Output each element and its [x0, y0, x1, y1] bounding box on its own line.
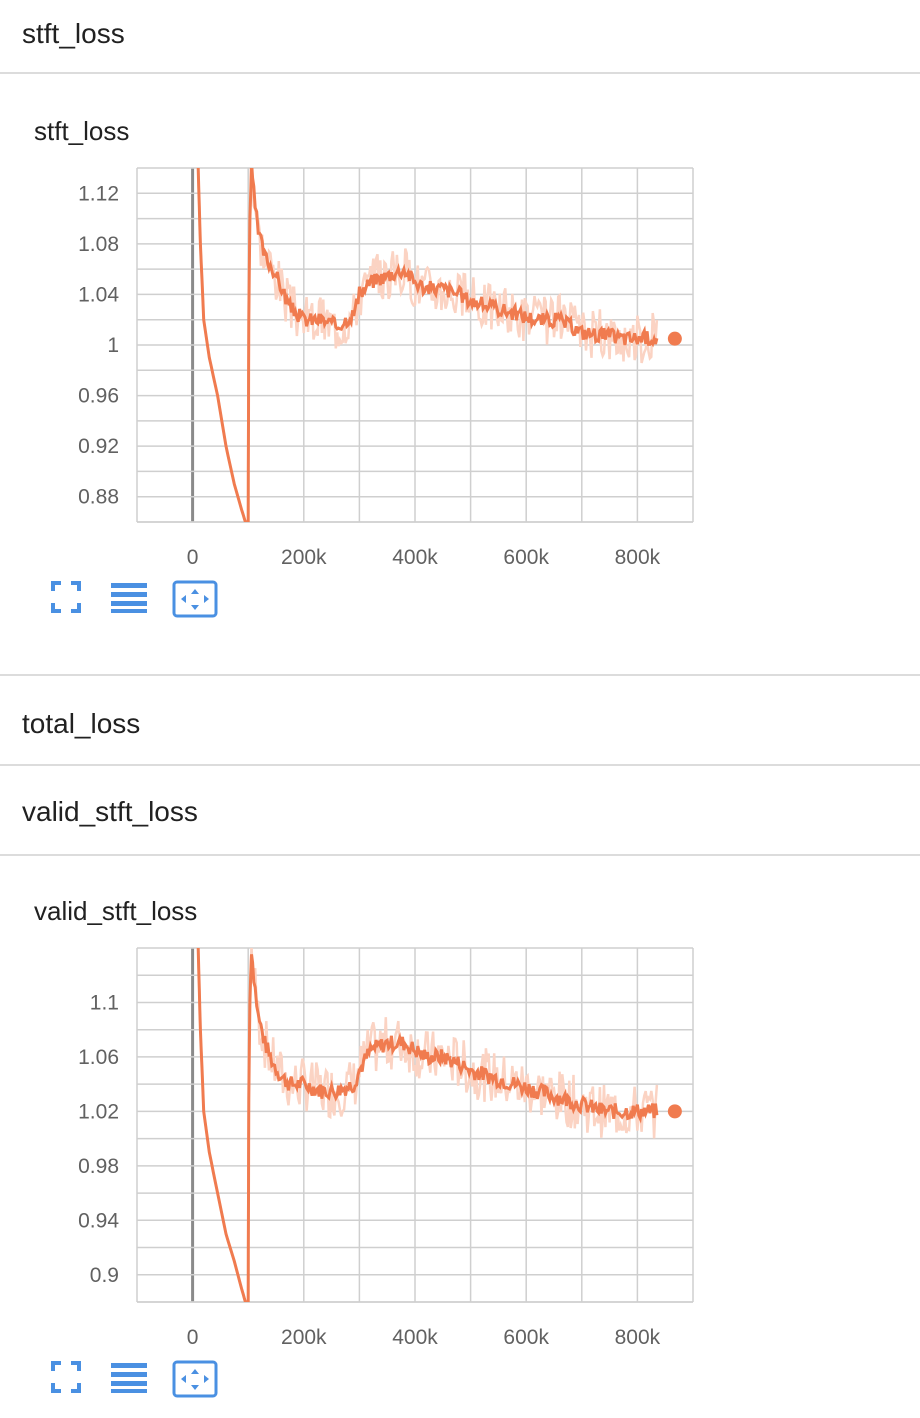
last-point-marker[interactable]	[667, 1104, 682, 1119]
y-tick-label: 0.94	[78, 1209, 119, 1232]
fullscreen-icon[interactable]	[50, 1360, 82, 1394]
y-tick-label: 0.88	[78, 486, 119, 509]
y-tick-label: 1.1	[90, 991, 119, 1014]
data-table-icon[interactable]	[110, 580, 148, 614]
section-title: stft_loss	[22, 18, 125, 49]
y-tick-label: 0.9	[90, 1264, 119, 1287]
data-table-icon[interactable]	[110, 1360, 148, 1394]
fit-domain-icon[interactable]	[172, 1360, 218, 1400]
raw-series-line	[196, 948, 659, 1302]
y-tick-label: 1.04	[78, 283, 119, 306]
x-tick-label: 400k	[392, 546, 438, 569]
valid-stft-loss-chart[interactable]: 0.9 0.94 0.98 1.02 1.06 1.1 0 200k 400k 600k 800k	[0, 930, 720, 1350]
y-tick-label: 0.92	[78, 435, 119, 458]
fit-domain-icon[interactable]	[172, 580, 218, 620]
card-title: stft_loss	[34, 116, 130, 146]
x-tick-label: 800k	[615, 546, 661, 569]
last-point-marker[interactable]	[667, 331, 682, 346]
fullscreen-icon[interactable]	[50, 580, 82, 614]
x-tick-label: 0	[187, 1326, 199, 1349]
y-tick-label: 1.08	[78, 233, 119, 256]
x-tick-label: 0	[187, 546, 199, 569]
series-group	[196, 948, 659, 1302]
section-title: valid_stft_loss	[22, 796, 198, 827]
x-tick-label: 400k	[392, 1326, 438, 1349]
y-tick-label: 1.12	[78, 182, 119, 205]
series-group	[196, 168, 659, 522]
card-title: valid_stft_loss	[34, 896, 198, 926]
x-tick-label: 200k	[281, 1326, 327, 1349]
y-tick-label: 0.96	[78, 385, 119, 408]
smoothed-series-line	[196, 168, 659, 522]
section-header-total-loss[interactable]: total_loss	[0, 674, 920, 766]
x-tick-label: 600k	[503, 1326, 549, 1349]
y-tick-label: 1.06	[78, 1046, 119, 1069]
section-header-stft-loss[interactable]: stft_loss	[0, 0, 920, 74]
smoothed-series-line	[196, 948, 659, 1302]
y-tick-label: 0.98	[78, 1155, 119, 1178]
y-tick-label: 1	[107, 334, 119, 357]
stft-loss-chart[interactable]: 0.88 0.92 0.96 1 1.04 1.08 1.12 0 200k 400k 600k 80…	[0, 150, 720, 570]
section-header-valid-stft-loss[interactable]: valid_stft_loss	[0, 766, 920, 856]
x-tick-label: 200k	[281, 546, 327, 569]
y-tick-label: 1.02	[78, 1100, 119, 1123]
section-title: total_loss	[22, 708, 141, 739]
x-tick-label: 800k	[615, 1326, 661, 1349]
x-tick-label: 600k	[503, 546, 549, 569]
